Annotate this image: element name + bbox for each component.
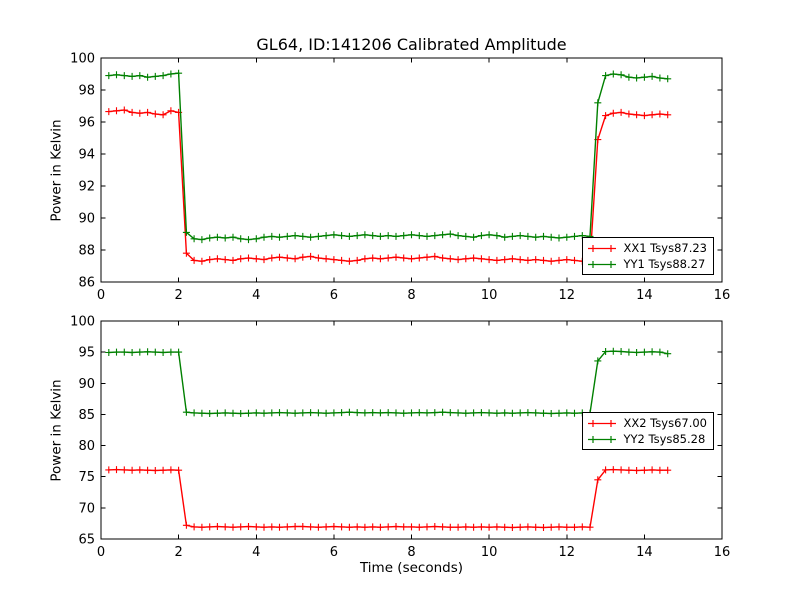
y-tick-label: 75	[78, 470, 95, 485]
legend-label-yy1: YY1 Tsys88.27	[623, 256, 706, 271]
legend-swatch-xx2-icon	[588, 419, 617, 427]
chart-title: GL64, ID:141206 Calibrated Amplitude	[256, 35, 567, 54]
x-tick-label: 14	[636, 288, 653, 303]
x-tick-label: 16	[714, 545, 731, 560]
legend-label-xx1: XX1 Tsys87.23	[623, 240, 707, 255]
legend-top-plot: XX1 Tsys87.23 YY1 Tsys88.27	[582, 237, 714, 275]
x-tick-label: 0	[97, 288, 105, 303]
y-tick-label: 92	[78, 180, 95, 195]
x-tick-label: 14	[636, 545, 653, 560]
x-tick-label: 12	[558, 545, 575, 560]
y-tick-label: 100	[70, 52, 95, 67]
subplot-0: 0 2 4 6 8 10 12 14 16 86 88 90 92 94 96 98 100	[70, 52, 730, 304]
legend-entry-xx2: XX2 Tsys67.00	[587, 416, 707, 431]
y-tick-label: 96	[78, 116, 95, 131]
y-tick-label: 94	[78, 148, 95, 163]
x-tick-label: 4	[252, 545, 260, 560]
x-tick-label: 10	[481, 288, 498, 303]
x-tick-label: 2	[174, 288, 182, 303]
x-tick-label: 16	[714, 288, 731, 303]
x-tick-label: 12	[558, 288, 575, 303]
x-tick-label: 8	[407, 545, 415, 560]
legend-entry-yy1: YY1 Tsys88.27	[587, 257, 707, 272]
y-tick-label: 86	[78, 276, 95, 291]
y-tick-label: 90	[78, 377, 95, 392]
legend-swatch-yy1-icon	[588, 260, 617, 268]
x-tick-label: 4	[252, 288, 260, 303]
series-markers-xx2	[105, 466, 672, 531]
series-markers-yy2	[105, 347, 672, 417]
tick-marks	[100, 320, 723, 540]
y-tick-label: 95	[78, 346, 95, 361]
x-tick-label: 10	[481, 545, 498, 560]
legend-entry-xx1: XX1 Tsys87.23	[587, 241, 707, 256]
series-line-xx2	[108, 468, 668, 529]
series-markers-xx1	[105, 106, 672, 265]
legend-swatch-xx1-icon	[588, 244, 617, 252]
subplot-1: 0 2 4 6 8 10 12 14 16 65 70 75 80 85 90 95 100	[70, 315, 730, 561]
series-markers-yy1	[105, 69, 672, 244]
x-axis-label: Time (seconds)	[359, 560, 464, 576]
x-tick-label: 8	[407, 288, 415, 303]
y-tick-label: 90	[78, 212, 95, 227]
y-axis-label-bottom: Power in Kelvin	[48, 379, 65, 482]
x-tick-label: 6	[330, 288, 338, 303]
y-tick-label: 65	[78, 533, 95, 548]
legend-label-yy2: YY2 Tsys85.28	[623, 431, 706, 446]
legend-entry-yy2: YY2 Tsys85.28	[587, 432, 707, 447]
legend-bottom-plot: XX2 Tsys67.00 YY2 Tsys85.28	[582, 412, 714, 450]
y-tick-label: 70	[78, 501, 95, 516]
x-tick-label: 6	[330, 545, 338, 560]
x-tick-label: 0	[97, 545, 105, 560]
legend-swatch-yy2-icon	[588, 435, 617, 443]
legend-label-xx2: XX2 Tsys67.00	[623, 415, 707, 430]
y-tick-label: 98	[78, 84, 95, 99]
y-tick-label: 85	[78, 408, 95, 423]
y-axis-label-top: Power in Kelvin	[48, 119, 65, 222]
tick-marks	[100, 57, 723, 283]
series-line-yy1	[108, 72, 668, 241]
y-tick-label: 80	[78, 439, 95, 454]
x-tick-label: 2	[174, 545, 182, 560]
series-line-yy2	[108, 350, 668, 415]
y-tick-label: 88	[78, 244, 95, 259]
y-tick-label: 100	[70, 315, 95, 330]
